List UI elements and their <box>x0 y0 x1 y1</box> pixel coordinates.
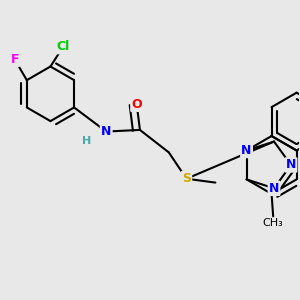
Text: N: N <box>286 158 296 171</box>
Text: N: N <box>269 182 279 195</box>
Text: N: N <box>101 125 111 138</box>
Text: S: S <box>182 172 191 185</box>
Text: H: H <box>82 136 92 146</box>
Text: N: N <box>242 144 252 157</box>
Text: F: F <box>11 53 19 66</box>
Text: O: O <box>131 98 142 111</box>
Text: Cl: Cl <box>57 40 70 53</box>
Text: CH₃: CH₃ <box>263 218 284 228</box>
